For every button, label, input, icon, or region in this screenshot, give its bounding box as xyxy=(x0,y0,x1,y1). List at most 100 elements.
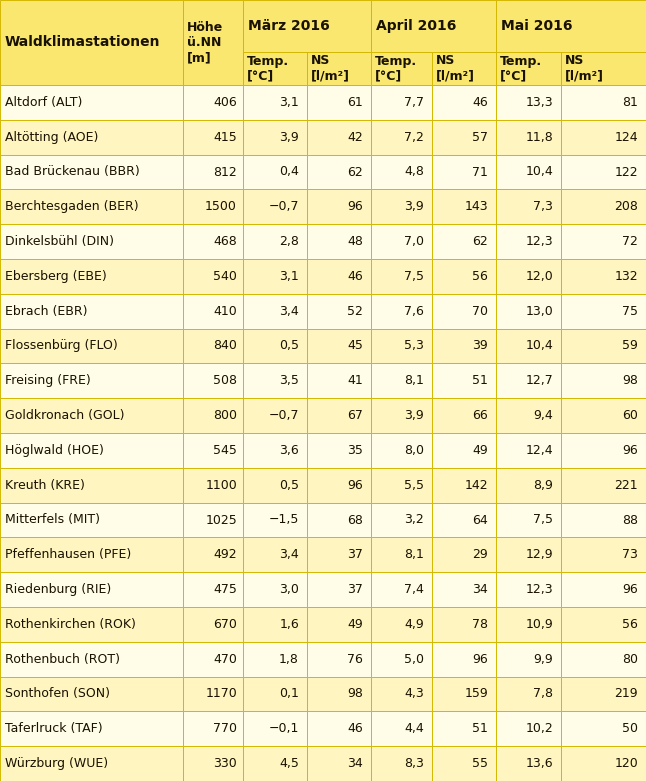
Bar xyxy=(0,537,183,572)
Text: 88: 88 xyxy=(622,513,638,526)
Bar xyxy=(496,85,561,119)
Bar xyxy=(183,433,243,468)
Bar xyxy=(183,224,243,259)
Text: Höhe
ü.NN
[m]: Höhe ü.NN [m] xyxy=(187,21,224,64)
Bar xyxy=(496,155,561,190)
Text: 46: 46 xyxy=(348,722,363,735)
Bar xyxy=(0,503,183,537)
Text: Berchtesgaden (BER): Berchtesgaden (BER) xyxy=(5,200,139,213)
Text: 508: 508 xyxy=(213,374,237,387)
Bar xyxy=(496,363,561,398)
Bar xyxy=(307,294,371,329)
Text: 475: 475 xyxy=(213,583,237,596)
Text: Freising (FRE): Freising (FRE) xyxy=(5,374,90,387)
Text: 46: 46 xyxy=(472,96,488,109)
Bar xyxy=(432,259,496,294)
Text: 770: 770 xyxy=(213,722,237,735)
Text: 406: 406 xyxy=(213,96,237,109)
Text: NS
[l/m²]: NS [l/m²] xyxy=(311,55,350,83)
Bar xyxy=(371,746,432,781)
Text: 3,4: 3,4 xyxy=(279,548,299,562)
Bar xyxy=(371,398,432,433)
Bar xyxy=(0,746,183,781)
Bar xyxy=(432,503,496,537)
Bar xyxy=(561,329,646,363)
Text: 3,5: 3,5 xyxy=(279,374,299,387)
Text: 132: 132 xyxy=(614,270,638,283)
Text: 48: 48 xyxy=(347,235,363,248)
Text: 50: 50 xyxy=(622,722,638,735)
Bar xyxy=(371,676,432,711)
Text: 60: 60 xyxy=(622,409,638,422)
Text: 7,7: 7,7 xyxy=(404,96,424,109)
Text: 8,9: 8,9 xyxy=(533,479,553,492)
Bar xyxy=(243,85,307,119)
Bar xyxy=(561,746,646,781)
Bar xyxy=(183,711,243,746)
Text: 219: 219 xyxy=(614,687,638,701)
Bar xyxy=(307,537,371,572)
Bar xyxy=(243,711,307,746)
Bar xyxy=(561,52,646,85)
Bar xyxy=(496,642,561,676)
Bar xyxy=(307,329,371,363)
Bar xyxy=(243,294,307,329)
Text: Rothenkirchen (ROK): Rothenkirchen (ROK) xyxy=(5,618,136,631)
Text: 0,5: 0,5 xyxy=(279,340,299,352)
Bar xyxy=(496,259,561,294)
Text: 7,4: 7,4 xyxy=(404,583,424,596)
Text: 10,4: 10,4 xyxy=(525,340,553,352)
Text: 12,9: 12,9 xyxy=(525,548,553,562)
Bar xyxy=(561,711,646,746)
Bar xyxy=(243,537,307,572)
Text: 3,9: 3,9 xyxy=(404,200,424,213)
Text: 62: 62 xyxy=(348,166,363,179)
Bar xyxy=(496,746,561,781)
Text: 49: 49 xyxy=(348,618,363,631)
Text: NS
[l/m²]: NS [l/m²] xyxy=(436,55,475,83)
Text: 96: 96 xyxy=(472,653,488,665)
Bar xyxy=(307,155,371,190)
Text: 68: 68 xyxy=(347,513,363,526)
Bar xyxy=(371,503,432,537)
Bar xyxy=(432,85,496,119)
Bar xyxy=(183,676,243,711)
Bar xyxy=(307,190,371,224)
Text: 75: 75 xyxy=(622,305,638,318)
Bar xyxy=(243,259,307,294)
Text: 12,4: 12,4 xyxy=(525,444,553,457)
Text: 10,2: 10,2 xyxy=(525,722,553,735)
Text: 7,6: 7,6 xyxy=(404,305,424,318)
Bar xyxy=(432,711,496,746)
Text: Altdorf (ALT): Altdorf (ALT) xyxy=(5,96,83,109)
Bar xyxy=(371,259,432,294)
Text: Temp.
[°C]: Temp. [°C] xyxy=(375,55,417,83)
Text: −0,7: −0,7 xyxy=(269,200,299,213)
Bar xyxy=(561,155,646,190)
Bar xyxy=(307,433,371,468)
Bar xyxy=(371,468,432,503)
Text: 7,8: 7,8 xyxy=(533,687,553,701)
Text: 7,2: 7,2 xyxy=(404,130,424,144)
Bar xyxy=(432,119,496,155)
Bar xyxy=(0,642,183,676)
Text: 13,3: 13,3 xyxy=(525,96,553,109)
Bar xyxy=(243,119,307,155)
Text: 1100: 1100 xyxy=(205,479,237,492)
Bar xyxy=(183,259,243,294)
Text: 72: 72 xyxy=(622,235,638,248)
Text: Riedenburg (RIE): Riedenburg (RIE) xyxy=(5,583,111,596)
Bar xyxy=(561,363,646,398)
Bar xyxy=(0,259,183,294)
Bar xyxy=(496,329,561,363)
Bar xyxy=(432,329,496,363)
Bar xyxy=(0,433,183,468)
Text: 7,5: 7,5 xyxy=(404,270,424,283)
Text: 46: 46 xyxy=(348,270,363,283)
Text: 13,0: 13,0 xyxy=(525,305,553,318)
Text: 468: 468 xyxy=(213,235,237,248)
Text: 0,4: 0,4 xyxy=(279,166,299,179)
Bar xyxy=(183,190,243,224)
Text: 3,9: 3,9 xyxy=(404,409,424,422)
Text: 124: 124 xyxy=(614,130,638,144)
